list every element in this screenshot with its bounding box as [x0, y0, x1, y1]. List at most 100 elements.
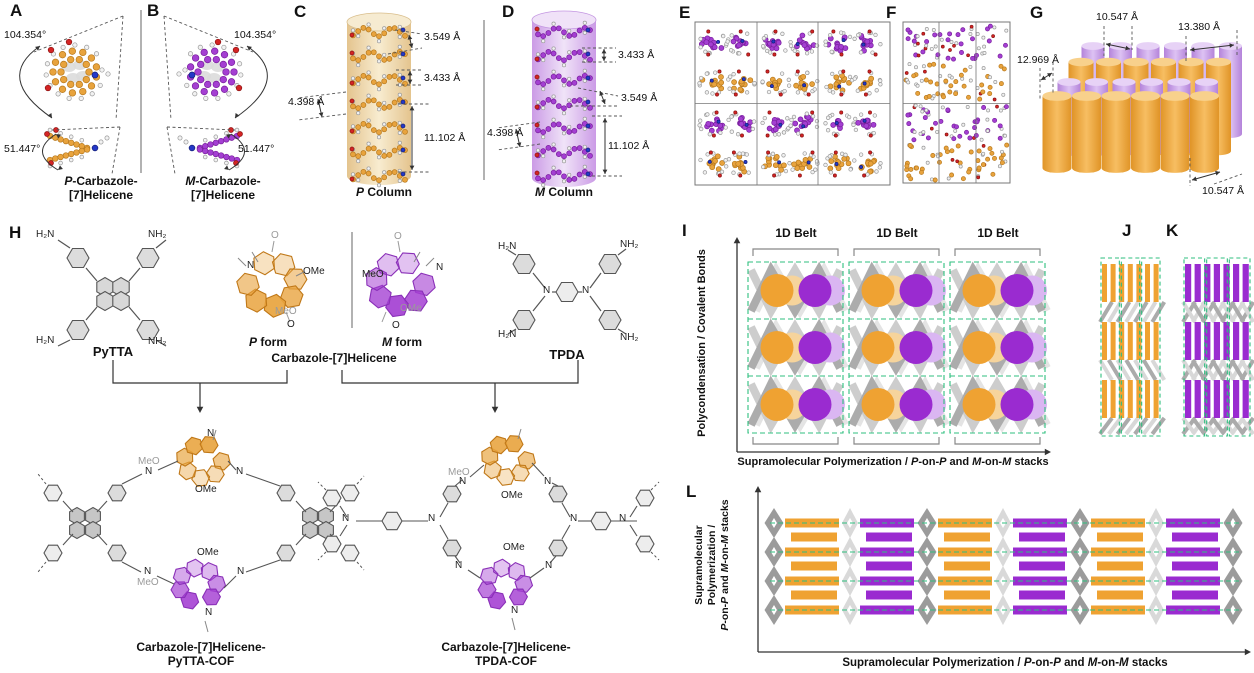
helicene-m-form-structure [365, 240, 436, 323]
caption-d: M Column [535, 185, 593, 199]
m-column [531, 10, 597, 188]
caption-b-line2: [7]Helicene [190, 188, 256, 202]
measurements-g [1039, 26, 1243, 186]
caption-cof1-line2: PyTTA-COF [167, 654, 235, 668]
angle-arcs-b [163, 15, 268, 175]
unit-cell-grid-e [694, 21, 891, 186]
l-y-axis-line1: Supramolecular [693, 525, 705, 605]
measure-d-4: 11.102 Å [608, 140, 650, 152]
o-label: O [287, 319, 295, 330]
ome-label: OMe [400, 303, 422, 314]
n-label: N [582, 285, 590, 296]
tpda-structure [507, 248, 627, 335]
ome-label: OMe [501, 490, 523, 501]
molecule-p-helicene [43, 38, 111, 169]
panel-label-j: J [1122, 221, 1132, 240]
crystal-packing-top-view [697, 29, 883, 178]
measure-d-2: 3.549 Å [621, 92, 658, 104]
amine-label: H₂N [36, 229, 55, 240]
measure-c-4: 11.102 Å [424, 132, 466, 144]
belt-label-1: 1D Belt [775, 226, 817, 240]
amine-label: H₂N [36, 335, 55, 346]
amine-label: NH₂ [620, 239, 639, 250]
amine-label: NH₂ [148, 336, 167, 347]
n-label: N [247, 260, 255, 271]
caption-cof1-line1: Carbazole-[7]Helicene- [136, 640, 266, 654]
i-x-axis-label: Supramolecular Polymerization / P-on-P a… [737, 456, 1049, 468]
caption-a-line2: [7]Helicene [68, 188, 134, 202]
panel-label-f: F [886, 3, 897, 22]
n-label: N [545, 560, 553, 571]
panel-label-d: D [502, 2, 515, 21]
n-label: N [543, 285, 551, 296]
panel-label-a: A [10, 1, 23, 20]
measure-d-1: 3.433 Å [618, 49, 655, 61]
axes-l [754, 486, 1251, 656]
l-y-axis-line2: Polymerization / [706, 524, 718, 606]
n-label: N [455, 560, 463, 571]
p-column [346, 12, 412, 188]
n-label: N [342, 513, 350, 524]
stacks-l [764, 508, 1243, 625]
molecule-m-helicene [176, 38, 244, 169]
n-label: N [144, 566, 152, 577]
panel-label-k: K [1166, 221, 1179, 240]
n-label: N [428, 513, 436, 524]
panel-label-e: E [679, 3, 691, 22]
belt-outline-green [747, 261, 1046, 434]
amine-label: H₂N [498, 329, 517, 340]
n-label: N [570, 513, 578, 524]
ome-label: OMe [195, 484, 217, 495]
o-label: O [394, 231, 402, 242]
amine-label: NH₂ [620, 332, 639, 343]
n-label: N [237, 566, 245, 577]
ome-label: OMe [197, 547, 219, 558]
belt-label-2: 1D Belt [876, 226, 918, 240]
measure-g-top-right: 13.380 Å [1178, 21, 1221, 33]
caption-pytta: PyTTA [92, 344, 134, 359]
stacks-j [1098, 257, 1167, 437]
measure-g-top: 10.547 Å [1096, 11, 1139, 23]
measurements-d [496, 47, 622, 177]
panel-label-i: I [682, 221, 687, 240]
pytta-structure [57, 239, 167, 347]
angle-a-bottom: 51.447° [4, 143, 41, 155]
belt-brackets [752, 248, 1041, 445]
unit-cell-grid-f [902, 21, 1011, 184]
belt-grid-i [747, 261, 1051, 434]
n-label: N [619, 513, 627, 524]
caption-cof2-line1: Carbazole-[7]Helicene- [441, 640, 571, 654]
belt-label-3: 1D Belt [977, 226, 1019, 240]
caption-tpda: TPDA [549, 347, 585, 362]
meo-label: MeO [275, 306, 297, 317]
ome-label: OMe [503, 542, 525, 553]
meo-label: MeO [448, 467, 470, 478]
meo-label: MeO [138, 456, 160, 467]
l-x-axis-label: Supramolecular Polymerization / P-on-P a… [842, 657, 1168, 669]
measure-g-left: 12.969 Å [1017, 54, 1060, 66]
amine-label: H₂N [498, 241, 517, 252]
panel-label-c: C [294, 2, 307, 21]
caption-m-form: M form [382, 335, 422, 349]
meo-label: MeO [137, 577, 159, 588]
n-label: N [436, 262, 444, 273]
angle-b-bottom: 51.447° [238, 143, 275, 155]
o-label: O [271, 230, 279, 241]
crystal-packing-side-view [903, 23, 1010, 183]
angle-b-top: 104.354° [234, 29, 277, 41]
caption-helicene: Carbazole-[7]Helicene [271, 351, 397, 365]
measure-g-bottom: 10.547 Å [1202, 185, 1245, 197]
measure-c-2: 3.433 Å [424, 72, 461, 84]
cof-tpda-structure [317, 428, 660, 631]
caption-a-line1: P-Carbazole- [64, 174, 138, 188]
n-label: N [207, 428, 215, 439]
meo-label: MeO [362, 269, 384, 280]
caption-cof2-line2: TPDA-COF [475, 654, 537, 668]
measure-d-3: 4.398 Å [487, 127, 524, 139]
n-label: N [205, 607, 213, 618]
panel-dividers [140, 10, 485, 328]
stacks-k [1181, 257, 1254, 437]
measure-c-1: 3.549 Å [424, 31, 461, 43]
panel-label-h: H [9, 223, 22, 242]
